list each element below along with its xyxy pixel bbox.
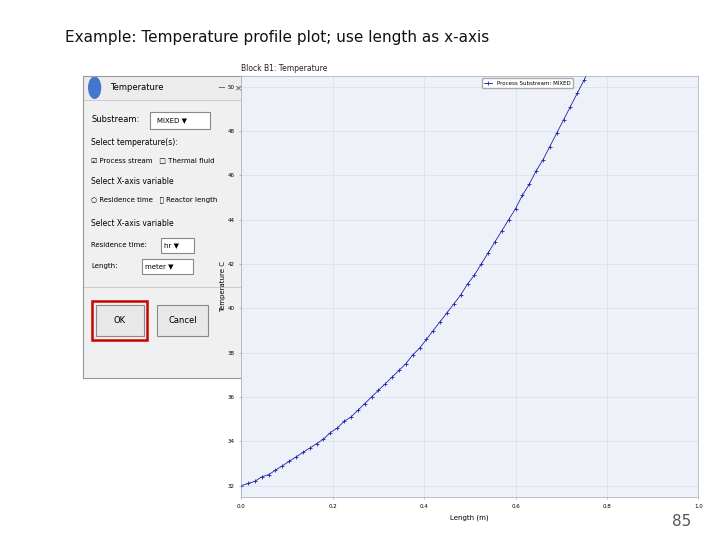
Process Substream: MIXED: (0.225, 34.9): MIXED: (0.225, 34.9): [340, 418, 348, 424]
Text: Residence time:: Residence time:: [91, 242, 147, 248]
Text: Select X-axis variable: Select X-axis variable: [91, 177, 174, 186]
Text: 85: 85: [672, 514, 691, 529]
Text: Length:: Length:: [91, 263, 118, 269]
Line: Process Substream: MIXED: Process Substream: MIXED: [240, 0, 700, 488]
FancyBboxPatch shape: [96, 306, 144, 336]
Process Substream: MIXED: (0.75, 50.3): MIXED: (0.75, 50.3): [580, 77, 588, 83]
FancyBboxPatch shape: [150, 112, 210, 129]
FancyBboxPatch shape: [161, 238, 194, 253]
Text: Select X-axis variable: Select X-axis variable: [91, 219, 174, 228]
X-axis label: Length (m): Length (m): [451, 514, 489, 521]
Process Substream: MIXED: (0, 32): MIXED: (0, 32): [237, 482, 246, 489]
Process Substream: MIXED: (0.45, 39.8): MIXED: (0.45, 39.8): [443, 309, 451, 316]
Text: ○ Residence time   ⦿ Reactor length: ○ Residence time ⦿ Reactor length: [91, 196, 217, 203]
Text: meter ▼: meter ▼: [145, 264, 174, 269]
Text: Example: Temperature profile plot; use length as x-axis: Example: Temperature profile plot; use l…: [65, 30, 489, 45]
Text: Cancel: Cancel: [168, 316, 197, 325]
Text: Substream:: Substream:: [91, 115, 140, 124]
Text: ☑ Process stream   □ Thermal fluid: ☑ Process stream □ Thermal fluid: [91, 157, 215, 163]
Text: hr ▼: hr ▼: [164, 242, 179, 248]
Y-axis label: Temperature C: Temperature C: [220, 261, 226, 312]
FancyBboxPatch shape: [142, 259, 193, 274]
Text: Select temperature(s):: Select temperature(s):: [91, 138, 178, 147]
Text: MIXED ▼: MIXED ▼: [157, 117, 187, 123]
Bar: [83, 76, 252, 100]
Text: Temperature: Temperature: [110, 83, 163, 92]
Text: Block B1: Temperature: Block B1: Temperature: [241, 64, 328, 73]
Text: ✕: ✕: [235, 83, 242, 92]
Process Substream: MIXED: (0.15, 33.7): MIXED: (0.15, 33.7): [305, 445, 314, 451]
Text: ─: ─: [218, 83, 224, 93]
Circle shape: [89, 77, 101, 98]
Process Substream: MIXED: (0.405, 38.6): MIXED: (0.405, 38.6): [422, 336, 431, 343]
Legend: Process Substream: MIXED: Process Substream: MIXED: [482, 78, 572, 88]
FancyBboxPatch shape: [157, 306, 208, 336]
Text: OK: OK: [114, 316, 126, 325]
